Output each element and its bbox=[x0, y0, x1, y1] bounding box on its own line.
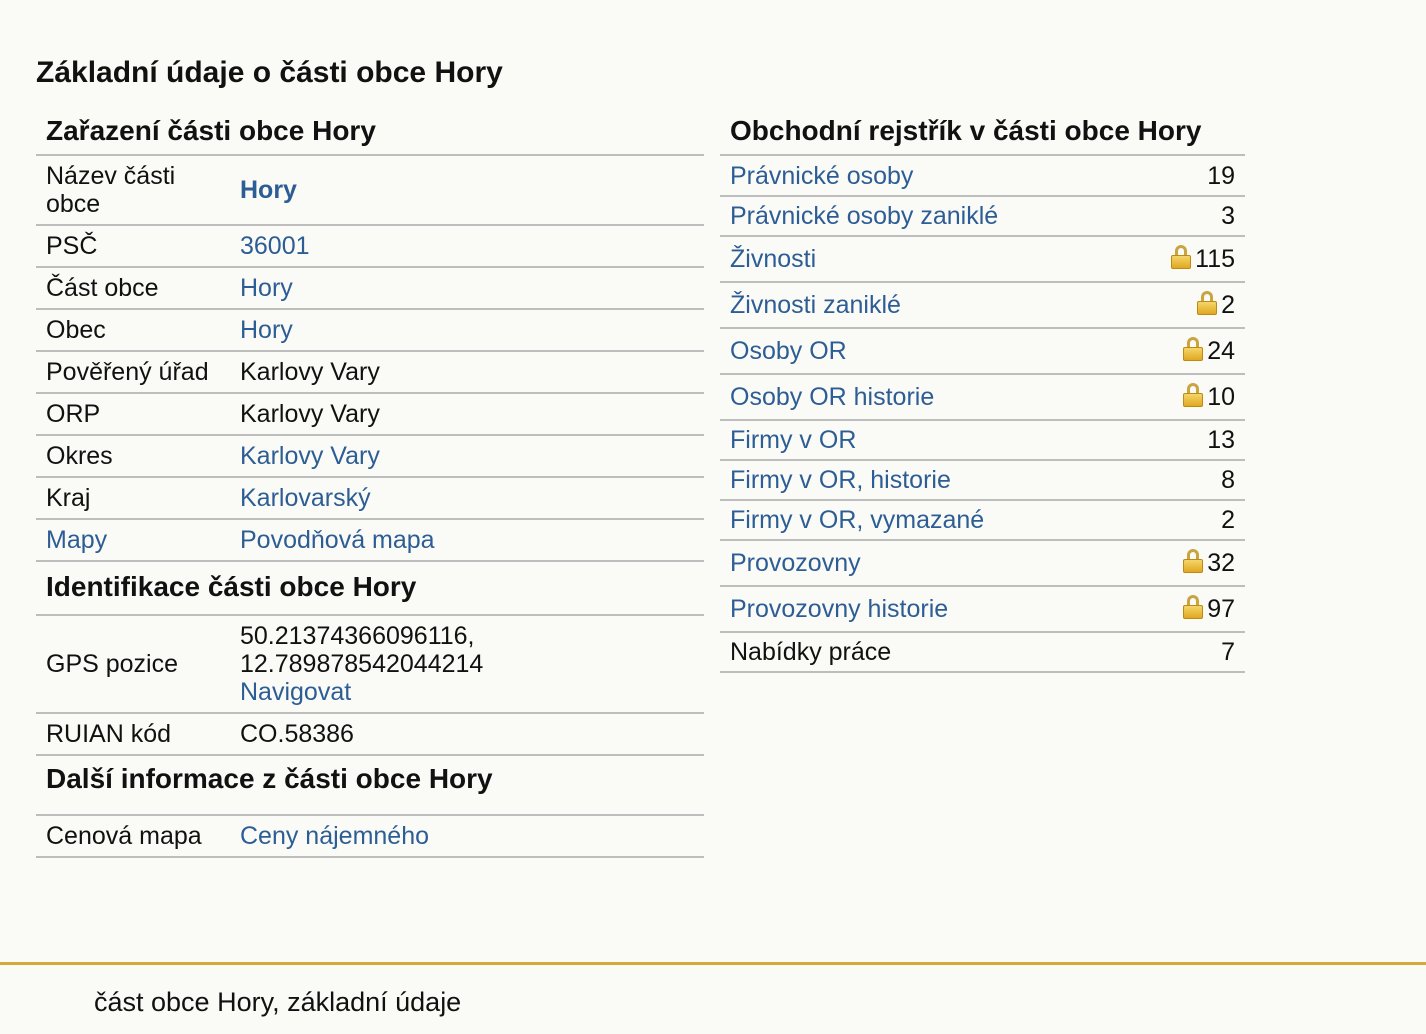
row-label-cast-obce: Část obce bbox=[36, 267, 230, 310]
link-provozovny-historie[interactable]: Provozovny historie bbox=[730, 595, 949, 623]
link-kraj[interactable]: Karlovarský bbox=[240, 484, 371, 512]
table-row: Živnosti zaniklé 2 bbox=[720, 282, 1245, 329]
table-row: RUIAN kód CO.58386 bbox=[36, 713, 704, 756]
row-label-ruian: RUIAN kód bbox=[36, 713, 230, 756]
table-row: ORP Karlovy Vary bbox=[36, 393, 704, 436]
row-label-orp: ORP bbox=[36, 393, 230, 436]
link-zivnosti[interactable]: Živnosti bbox=[730, 245, 817, 273]
table-row: PSČ 36001 bbox=[36, 225, 704, 268]
row-label-psc: PSČ bbox=[36, 225, 230, 268]
link-firmy-v-or[interactable]: Firmy v OR bbox=[730, 426, 857, 454]
link-cast-obce[interactable]: Hory bbox=[240, 274, 293, 302]
link-mapy[interactable]: Mapy bbox=[46, 526, 108, 554]
footer-bar: část obce Hory, základní údaje bbox=[0, 962, 1426, 1034]
value-orp: Karlovy Vary bbox=[230, 393, 704, 436]
right-column: Obchodní rejstřík v části obce Hory Práv… bbox=[720, 104, 1245, 673]
more-info-heading: Další informace z části obce Hory bbox=[36, 756, 704, 816]
lock-icon bbox=[1183, 549, 1204, 573]
value-ruian: CO.58386 bbox=[230, 713, 704, 756]
table-row: Osoby OR historie 10 bbox=[720, 374, 1245, 421]
link-osoby-or-historie[interactable]: Osoby OR historie bbox=[730, 383, 935, 411]
count-nabidky-prace: 7 bbox=[1126, 632, 1245, 673]
lock-icon bbox=[1183, 383, 1204, 407]
row-label-kraj: Kraj bbox=[36, 477, 230, 520]
table-row: Osoby OR 24 bbox=[720, 328, 1245, 375]
registry-heading: Obchodní rejstřík v části obce Hory bbox=[720, 104, 1245, 156]
table-row: Právnické osoby 19 bbox=[720, 156, 1245, 197]
identification-table: GPS pozice 50.21374366096116, 12.7898785… bbox=[36, 616, 704, 756]
more-info-table: Cenová mapa Ceny nájemného bbox=[36, 816, 704, 858]
table-row: Okres Karlovy Vary bbox=[36, 435, 704, 478]
table-row: Právnické osoby zaniklé 3 bbox=[720, 196, 1245, 237]
left-column: Zařazení části obce Hory Název části obc… bbox=[36, 104, 704, 858]
link-firmy-v-or-vymazane[interactable]: Firmy v OR, vymazané bbox=[730, 506, 985, 534]
table-row: Část obce Hory bbox=[36, 267, 704, 310]
table-row: Mapy Povodňová mapa bbox=[36, 519, 704, 562]
table-row: Obec Hory bbox=[36, 309, 704, 352]
footer-text: část obce Hory, základní údaje bbox=[94, 987, 462, 1017]
count-firmy-v-or: 13 bbox=[1126, 420, 1245, 461]
count-provozovny: 32 bbox=[1207, 549, 1235, 577]
table-row: Firmy v OR 13 bbox=[720, 420, 1245, 461]
link-ceny-najemneho[interactable]: Ceny nájemného bbox=[240, 822, 430, 850]
classification-heading: Zařazení části obce Hory bbox=[36, 104, 704, 156]
link-osoby-or[interactable]: Osoby OR bbox=[730, 337, 847, 365]
link-nazev-hory[interactable]: Hory bbox=[240, 176, 297, 204]
link-pravnicke-osoby[interactable]: Právnické osoby bbox=[730, 161, 914, 190]
link-obec[interactable]: Hory bbox=[240, 316, 293, 344]
table-row: Nabídky práce 7 bbox=[720, 632, 1245, 673]
link-provozovny[interactable]: Provozovny bbox=[730, 549, 861, 577]
link-pravnicke-osoby-zanikle[interactable]: Právnické osoby zaniklé bbox=[730, 202, 999, 230]
table-row: Cenová mapa Ceny nájemného bbox=[36, 816, 704, 858]
count-osoby-or-historie: 10 bbox=[1207, 383, 1235, 411]
table-row: Kraj Karlovarský bbox=[36, 477, 704, 520]
identification-heading: Identifikace části obce Hory bbox=[36, 562, 704, 616]
table-row: Provozovny 32 bbox=[720, 540, 1245, 587]
count-zivnosti-zanikle: 2 bbox=[1221, 291, 1235, 319]
lock-icon bbox=[1183, 337, 1204, 361]
table-row: GPS pozice 50.21374366096116, 12.7898785… bbox=[36, 616, 704, 714]
link-firmy-v-or-historie[interactable]: Firmy v OR, historie bbox=[730, 466, 951, 494]
link-psc[interactable]: 36001 bbox=[240, 232, 310, 260]
navigate-link[interactable]: Navigovat bbox=[240, 678, 352, 706]
lock-icon bbox=[1197, 291, 1218, 315]
row-label-cenova-mapa: Cenová mapa bbox=[36, 816, 230, 858]
count-provozovny-historie: 97 bbox=[1207, 595, 1235, 623]
row-label-obec: Obec bbox=[36, 309, 230, 352]
row-label-nazev: Název části obce bbox=[36, 156, 230, 226]
count-osoby-or: 24 bbox=[1207, 337, 1235, 365]
value-povereny-urad: Karlovy Vary bbox=[230, 351, 704, 394]
label-nabidky-prace: Nabídky práce bbox=[720, 632, 1127, 673]
count-firmy-v-or-vymazane: 2 bbox=[1126, 500, 1245, 541]
count-pravnicke-osoby: 19 bbox=[1126, 156, 1245, 197]
page-title: Základní údaje o části obce Hory bbox=[36, 56, 503, 89]
table-row: Firmy v OR, historie 8 bbox=[720, 460, 1245, 501]
table-row: Provozovny historie 97 bbox=[720, 586, 1245, 633]
row-label-povereny-urad: Pověřený úřad bbox=[36, 351, 230, 394]
link-zivnosti-zanikle[interactable]: Živnosti zaniklé bbox=[730, 291, 901, 319]
table-row: Živnosti 115 bbox=[720, 236, 1245, 283]
registry-table: Právnické osoby 19 Právnické osoby zanik… bbox=[720, 156, 1245, 673]
count-firmy-v-or-historie: 8 bbox=[1126, 460, 1245, 501]
lock-icon bbox=[1183, 595, 1204, 619]
link-povodnova-mapa[interactable]: Povodňová mapa bbox=[240, 526, 435, 554]
link-okres[interactable]: Karlovy Vary bbox=[240, 442, 380, 470]
row-label-okres: Okres bbox=[36, 435, 230, 478]
classification-table: Název části obce Hory PSČ 36001 Část obc… bbox=[36, 156, 704, 562]
count-pravnicke-osoby-zanikle: 3 bbox=[1126, 196, 1245, 237]
table-row: Název části obce Hory bbox=[36, 156, 704, 226]
table-row: Firmy v OR, vymazané 2 bbox=[720, 500, 1245, 541]
lock-icon bbox=[1171, 245, 1192, 269]
row-label-gps: GPS pozice bbox=[36, 616, 230, 714]
gps-coordinates: 50.21374366096116, 12.789878542044214 bbox=[240, 622, 484, 678]
count-zivnosti: 115 bbox=[1195, 245, 1235, 273]
table-row: Pověřený úřad Karlovy Vary bbox=[36, 351, 704, 394]
